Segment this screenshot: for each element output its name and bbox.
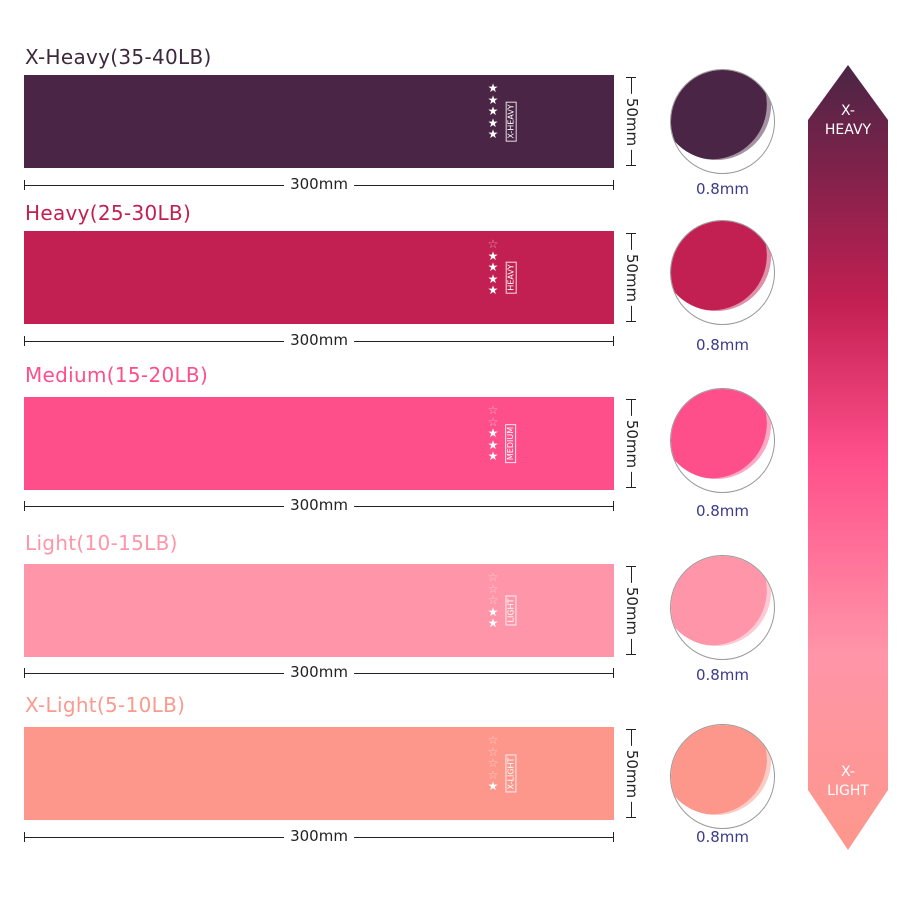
band-level-label: MEDIUM [505, 423, 517, 464]
scale-bottom-label-line2: LIGHT [827, 783, 869, 799]
star-empty-icon: ☆ [487, 593, 499, 607]
star-filled-icon: ★ [487, 779, 499, 793]
star-rating: ★ ★ ★ ☆ ☆ [486, 403, 500, 463]
band-title: Medium(15-20LB) [25, 363, 209, 387]
star-filled-icon: ★ [487, 260, 499, 274]
star-filled-icon: ★ [487, 616, 499, 630]
star-filled-icon: ★ [487, 104, 499, 118]
thickness-closeup [670, 388, 775, 493]
band-title: Light(10-15LB) [25, 531, 178, 555]
band-level-label: HEAVY [505, 261, 517, 294]
resistance-band: ★ ★ ★ ★ ☆ HEAVY [24, 231, 614, 324]
star-empty-icon: ☆ [487, 570, 499, 584]
scale-top-label: X- HEAVY [808, 102, 888, 140]
band-title: X-Light(5-10LB) [25, 693, 186, 717]
star-empty-icon: ☆ [487, 403, 499, 417]
star-filled-icon: ★ [487, 127, 499, 141]
band-level-label: X-HEAVY [505, 101, 517, 142]
resistance-band: ★ ★ ☆ ☆ ☆ LIGHT [24, 564, 614, 657]
star-filled-icon: ★ [487, 271, 499, 286]
resistance-band: ★ ★ ★ ★ ★ X-HEAVY [24, 75, 614, 168]
star-empty-icon: ☆ [487, 756, 499, 770]
scale-bottom-label-line1: X- [841, 764, 855, 780]
star-filled-icon: ★ [487, 283, 499, 297]
scale-bottom-label: X- LIGHT [808, 763, 888, 801]
resistance-band: ★ ☆ ☆ ☆ ☆ X-LIGHT [24, 727, 614, 820]
thickness-label: 0.8mm [695, 336, 750, 354]
star-empty-icon: ☆ [487, 733, 499, 747]
length-label: 300mm [284, 175, 354, 193]
width-label: 50mm [623, 745, 641, 802]
length-label: 300mm [284, 827, 354, 845]
width-label: 50mm [623, 415, 641, 472]
star-empty-icon: ☆ [487, 767, 499, 782]
length-dimension: 300mm [24, 496, 614, 514]
star-rating: ★ ☆ ☆ ☆ ☆ [486, 733, 500, 793]
star-filled-icon: ★ [487, 115, 499, 130]
scale-top-label-line1: X- [841, 103, 855, 119]
thickness-closeup [670, 220, 775, 325]
star-filled-icon: ★ [487, 449, 499, 463]
thickness-label: 0.8mm [695, 502, 750, 520]
length-dimension: 300mm [24, 175, 614, 193]
star-filled-icon: ★ [487, 437, 499, 452]
band-title: X-Heavy(35-40LB) [25, 45, 212, 69]
width-label: 50mm [623, 93, 641, 150]
star-filled-icon: ★ [487, 81, 499, 95]
width-dimension: 50mm [622, 397, 642, 490]
band-title: Heavy(25-30LB) [25, 201, 192, 225]
star-empty-icon: ☆ [487, 414, 499, 429]
thickness-closeup [670, 555, 775, 660]
star-filled-icon: ★ [487, 92, 499, 107]
star-empty-icon: ☆ [487, 581, 499, 596]
star-empty-icon: ☆ [487, 237, 499, 251]
length-dimension: 300mm [24, 331, 614, 349]
band-level-label: X-LIGHT [505, 754, 517, 793]
star-rating: ★ ★ ★ ★ ★ [486, 81, 500, 141]
star-filled-icon: ★ [487, 604, 499, 619]
thickness-label: 0.8mm [695, 666, 750, 684]
thickness-closeup [670, 724, 775, 829]
length-dimension: 300mm [24, 663, 614, 681]
star-empty-icon: ☆ [487, 744, 499, 759]
star-filled-icon: ★ [487, 426, 499, 440]
width-dimension: 50mm [622, 75, 642, 168]
width-dimension: 50mm [622, 231, 642, 324]
star-rating: ★ ★ ☆ ☆ ☆ [486, 570, 500, 630]
width-dimension: 50mm [622, 727, 642, 820]
star-filled-icon: ★ [487, 248, 499, 263]
length-label: 300mm [284, 663, 354, 681]
band-level-label: LIGHT [505, 595, 517, 626]
star-rating: ★ ★ ★ ★ ☆ [486, 237, 500, 297]
thickness-closeup [670, 69, 775, 174]
width-label: 50mm [623, 249, 641, 306]
width-label: 50mm [623, 582, 641, 639]
thickness-label: 0.8mm [695, 828, 750, 846]
length-label: 300mm [284, 496, 354, 514]
length-dimension: 300mm [24, 827, 614, 845]
scale-top-label-line2: HEAVY [824, 122, 872, 138]
length-label: 300mm [284, 331, 354, 349]
resistance-scale-arrow [808, 65, 888, 850]
resistance-band: ★ ★ ★ ☆ ☆ MEDIUM [24, 397, 614, 490]
width-dimension: 50mm [622, 564, 642, 657]
thickness-label: 0.8mm [695, 180, 750, 198]
